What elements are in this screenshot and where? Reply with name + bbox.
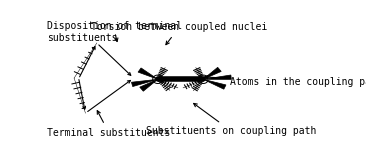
- Polygon shape: [140, 79, 158, 91]
- Polygon shape: [203, 75, 231, 79]
- Polygon shape: [203, 67, 221, 79]
- Polygon shape: [138, 68, 158, 79]
- Polygon shape: [131, 79, 158, 87]
- Text: Torsion between coupled nuclei: Torsion between coupled nuclei: [91, 22, 267, 45]
- Polygon shape: [203, 79, 226, 89]
- Text: Disposition of terminal
substituents: Disposition of terminal substituents: [47, 21, 182, 43]
- Text: Terminal substituents: Terminal substituents: [47, 111, 171, 138]
- Text: Substituents on coupling path: Substituents on coupling path: [146, 103, 317, 136]
- Text: Atoms in the coupling path: Atoms in the coupling path: [204, 76, 366, 87]
